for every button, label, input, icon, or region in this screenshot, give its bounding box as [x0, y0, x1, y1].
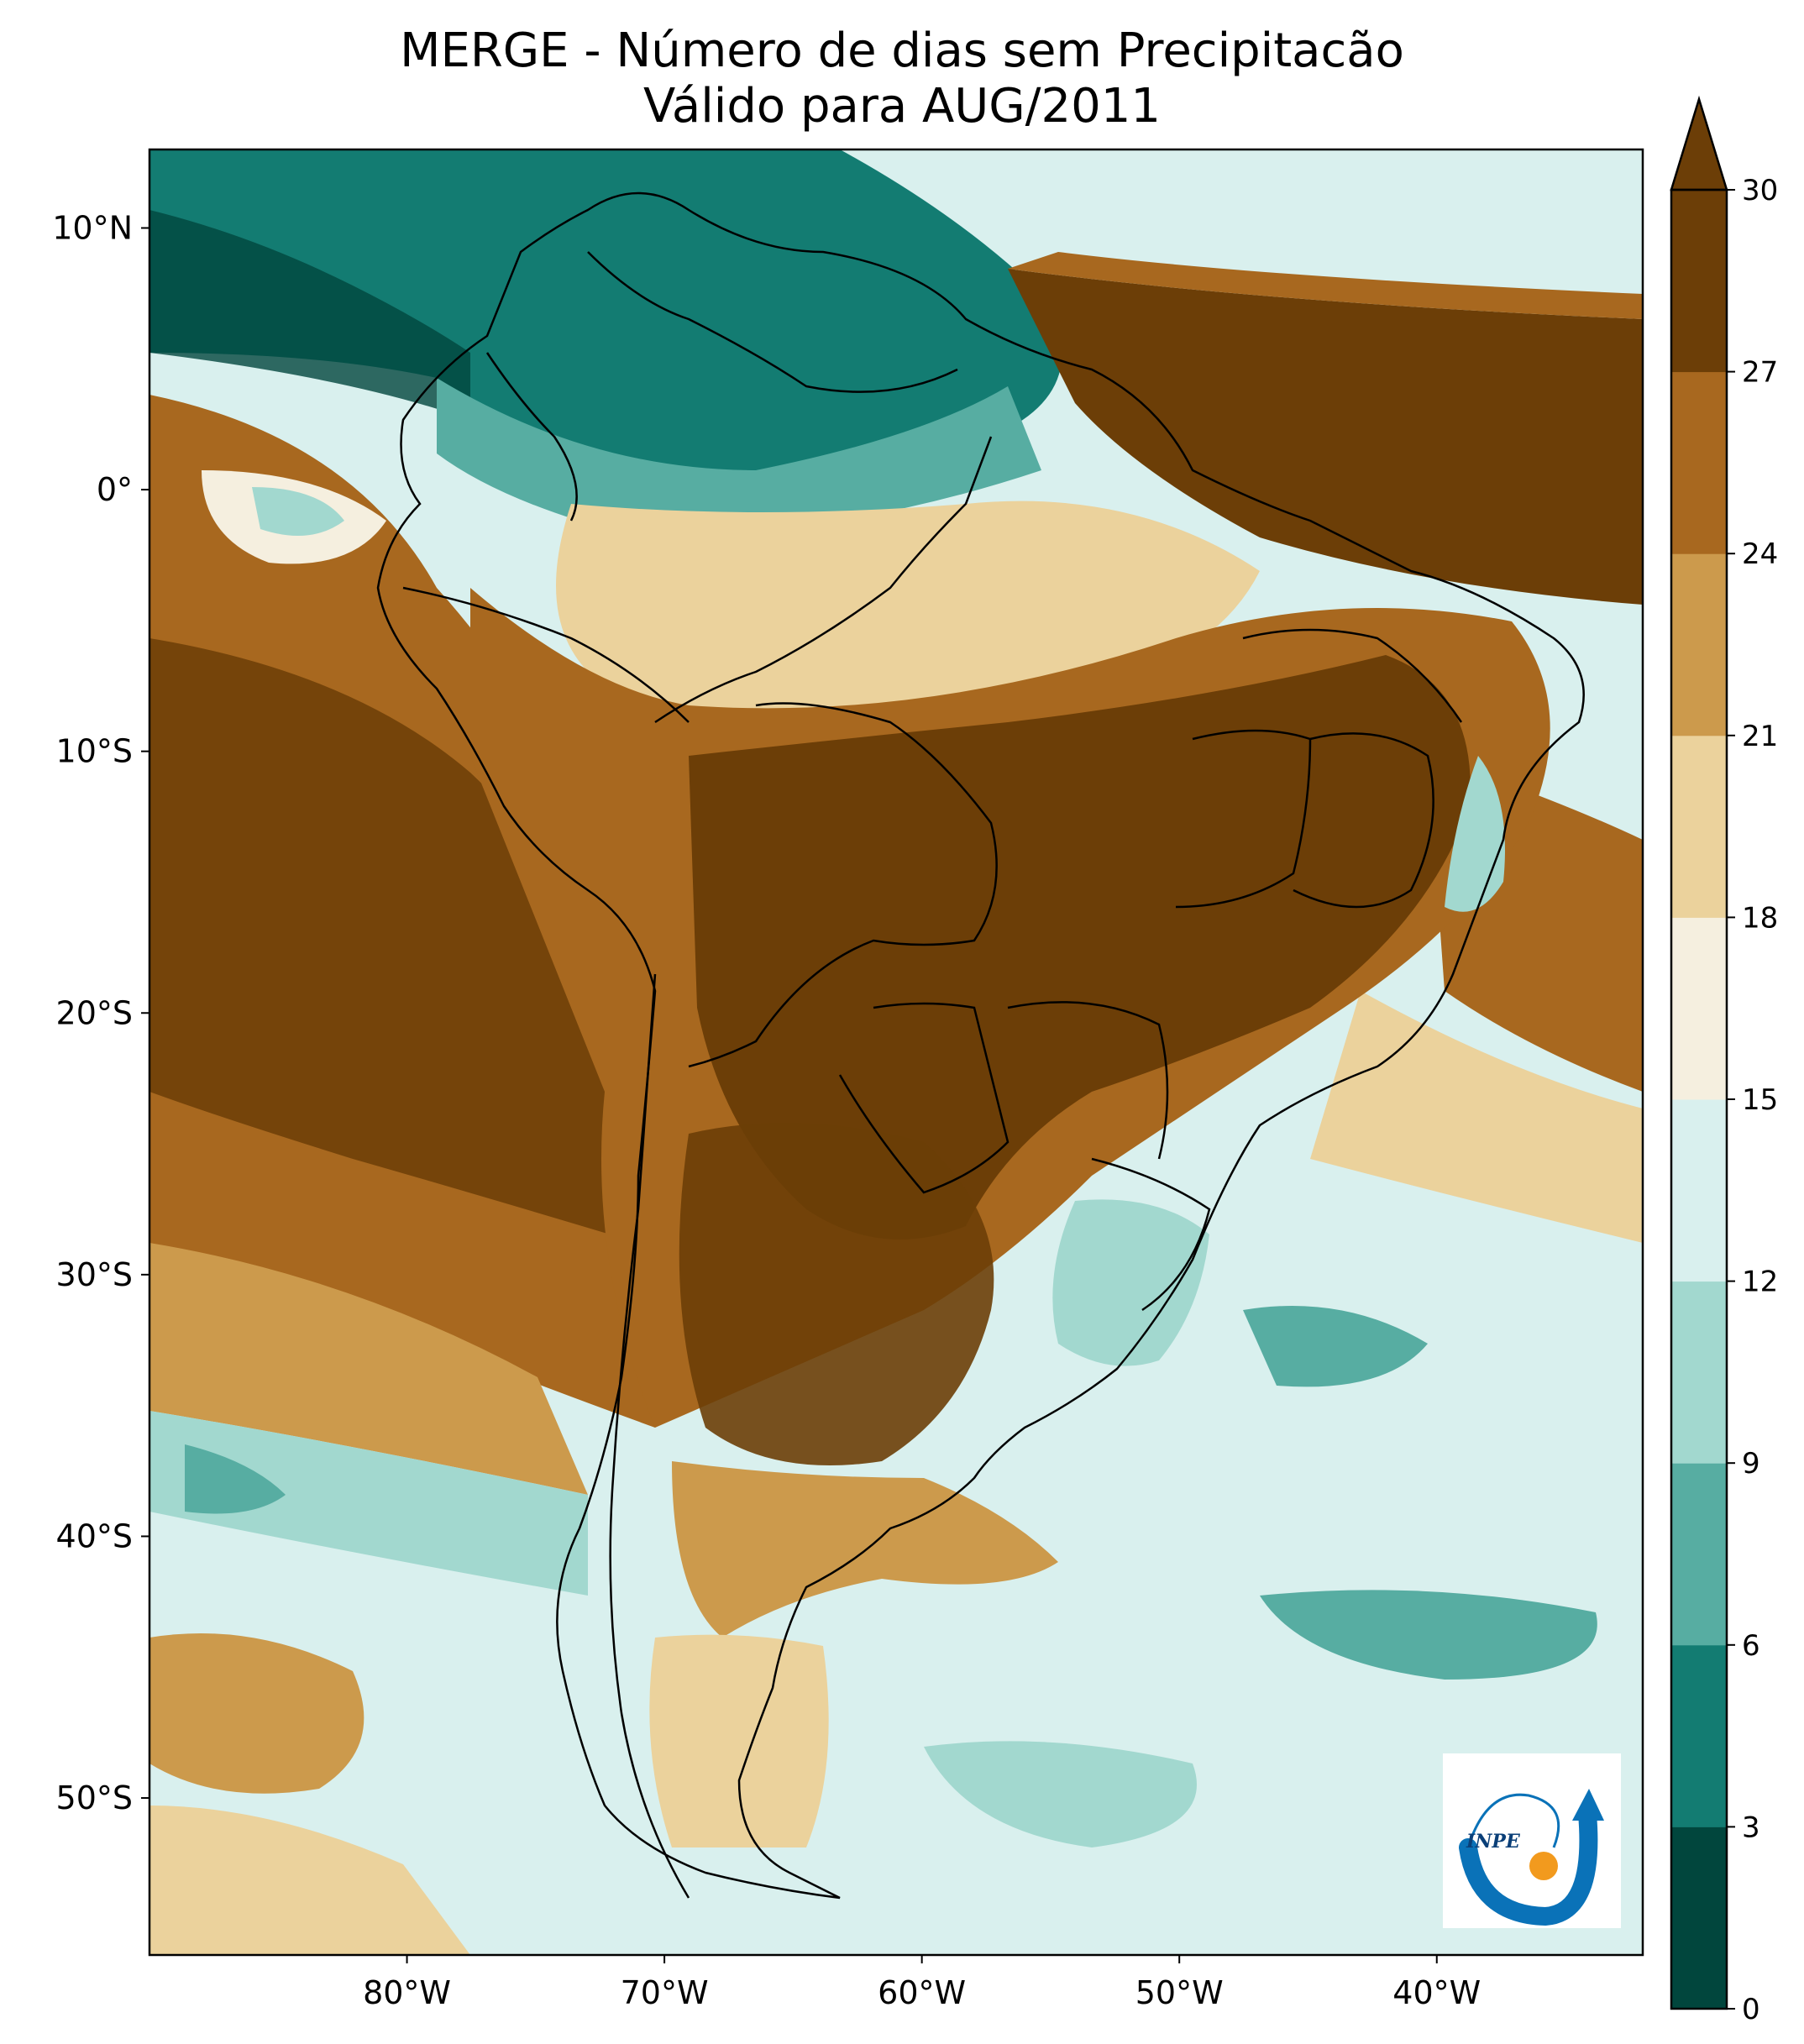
south-pacific-wet: [149, 1411, 588, 1596]
lat-label: 30°S: [56, 1256, 133, 1293]
colorbar-tick-label: 30: [1742, 174, 1778, 207]
border-peru: [402, 586, 690, 723]
logo-arrow-swoosh: [1459, 1805, 1598, 1926]
southwest-dry-patch: [149, 1806, 470, 1955]
border-brazil-west: [654, 436, 993, 724]
colorbar-tick-label: 3: [1742, 1811, 1760, 1844]
north-wet-region: [149, 149, 1062, 504]
colorbar-tick-label: 15: [1742, 1083, 1778, 1117]
colorbar-tick-label: 18: [1742, 901, 1778, 935]
patagonia-light: [649, 1634, 829, 1860]
colorbar-segment: [1671, 1281, 1727, 1464]
colorbar-segment: [1671, 371, 1727, 554]
lat-label: 40°S: [56, 1517, 133, 1554]
colorbar-segment: [1671, 917, 1727, 1100]
border-venezuela: [587, 251, 958, 393]
colorbar-tick-label: 0: [1742, 1993, 1760, 2026]
atlantic-north-band-edge: [1008, 252, 1643, 319]
north-very-wet-region: [149, 210, 470, 420]
north-moderate-wet: [437, 378, 1041, 537]
colorbar-tick-label: 21: [1742, 720, 1778, 753]
colorbar-segment: [1671, 1826, 1727, 2010]
south-america-coastline: [376, 191, 1585, 1900]
continent-light-region: [556, 501, 1260, 711]
equatorial-pacific-wet: [252, 487, 344, 536]
border-brazil-states-4: [1007, 1001, 1169, 1160]
colorbar-segment: [1671, 190, 1727, 373]
colorbar-tick-label: 27: [1742, 356, 1778, 390]
lat-label: 20°S: [56, 994, 133, 1031]
border-bolivia: [688, 702, 998, 1068]
border-brazil-states-2: [1293, 732, 1434, 909]
south-pacific-dry-patch: [149, 1633, 364, 1794]
plot-frame: [148, 148, 1644, 1957]
colorbar-tick-label: 6: [1742, 1629, 1760, 1663]
border-brazil-states-3: [1242, 628, 1463, 723]
map-title: MERGE - Número de dias sem Precipitacão …: [0, 24, 1804, 134]
title-line-2: Válido para AUG/2011: [642, 79, 1162, 134]
argentina-dry-region: [679, 1123, 994, 1465]
coastline-borders: [376, 191, 1585, 1900]
colorbar-segment: [1671, 1463, 1727, 1646]
logo-orbit-line: [1466, 1793, 1560, 1848]
colorbar-segment: [1671, 553, 1727, 736]
colorbar-segment: [1671, 1644, 1727, 1827]
south-atlantic-wet-1: [1243, 1306, 1428, 1387]
border-brazil-states-1: [1175, 729, 1312, 909]
colorbar-segment: [1671, 1099, 1727, 1282]
pacific-west-wet: [185, 1444, 286, 1514]
longitude-labels: 80°W 70°W 60°W 50°W 40°W: [363, 1955, 1481, 2011]
lat-label: 10°S: [56, 733, 133, 770]
pacific-moderate-region: [149, 1243, 588, 1495]
logo-arrow-head: [1572, 1789, 1604, 1821]
logo-text: INPE: [1466, 1831, 1521, 1853]
precipitation-field: [149, 149, 1643, 1955]
south-atlantic-wet-2: [924, 1741, 1197, 1847]
southern-brazil-wet: [1052, 1199, 1209, 1366]
colorbar-extend-arrow: [1670, 95, 1728, 191]
atlantic-north-dry-band: [1008, 269, 1643, 605]
lat-label: 0°: [97, 471, 133, 508]
lon-label: 60°W: [878, 1974, 966, 2011]
colorbar-tick-label: 9: [1742, 1447, 1760, 1481]
pacific-very-dry-region: [149, 638, 638, 1243]
border-colombia: [485, 352, 578, 521]
logo-sun: [1529, 1852, 1558, 1880]
border-paraguay: [838, 1002, 1010, 1194]
lon-label: 80°W: [363, 1974, 451, 2011]
patagonia-wet-edge: [655, 1847, 857, 1955]
colorbar-tick-label: 24: [1742, 537, 1778, 571]
inpe-logo: INPE: [1443, 1753, 1621, 1928]
lat-label: 50°S: [56, 1779, 133, 1816]
border-argentina-chile: [609, 973, 690, 1899]
title-line-1: MERGE - Número de dias sem Precipitacão: [400, 24, 1404, 78]
colorbar-tick-label: 12: [1742, 1266, 1778, 1299]
continent-very-dry-core: [689, 655, 1471, 1240]
border-brazil-states-5: [1091, 1157, 1211, 1312]
lon-label: 40°W: [1392, 1974, 1481, 2011]
lon-label: 50°W: [1135, 1974, 1224, 2011]
colorbar-segment: [1671, 735, 1727, 918]
latitude-labels: 10°N 0° 10°S 20°S 30°S 40°S 50°S: [52, 209, 149, 1816]
colorbar: 0 3 6 9 12 15 18 21 24 27 30: [1670, 95, 1778, 2026]
south-atlantic-wet-3: [1260, 1590, 1597, 1680]
lat-label: 10°N: [52, 209, 133, 246]
lon-label: 70°W: [621, 1974, 709, 2011]
